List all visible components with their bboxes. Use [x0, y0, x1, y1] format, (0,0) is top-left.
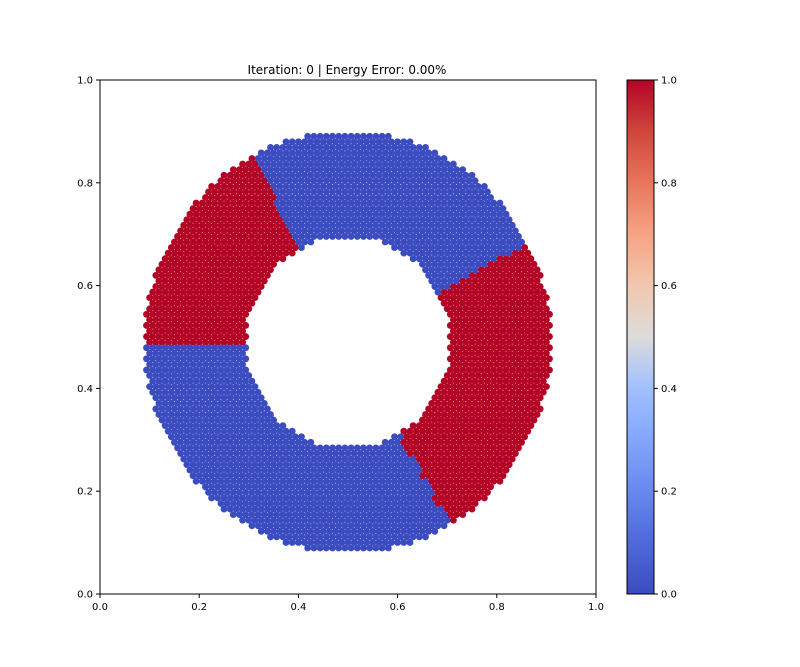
chart-title: Iteration: 0 | Energy Error: 0.00% — [248, 63, 447, 77]
plot-area — [143, 132, 553, 552]
